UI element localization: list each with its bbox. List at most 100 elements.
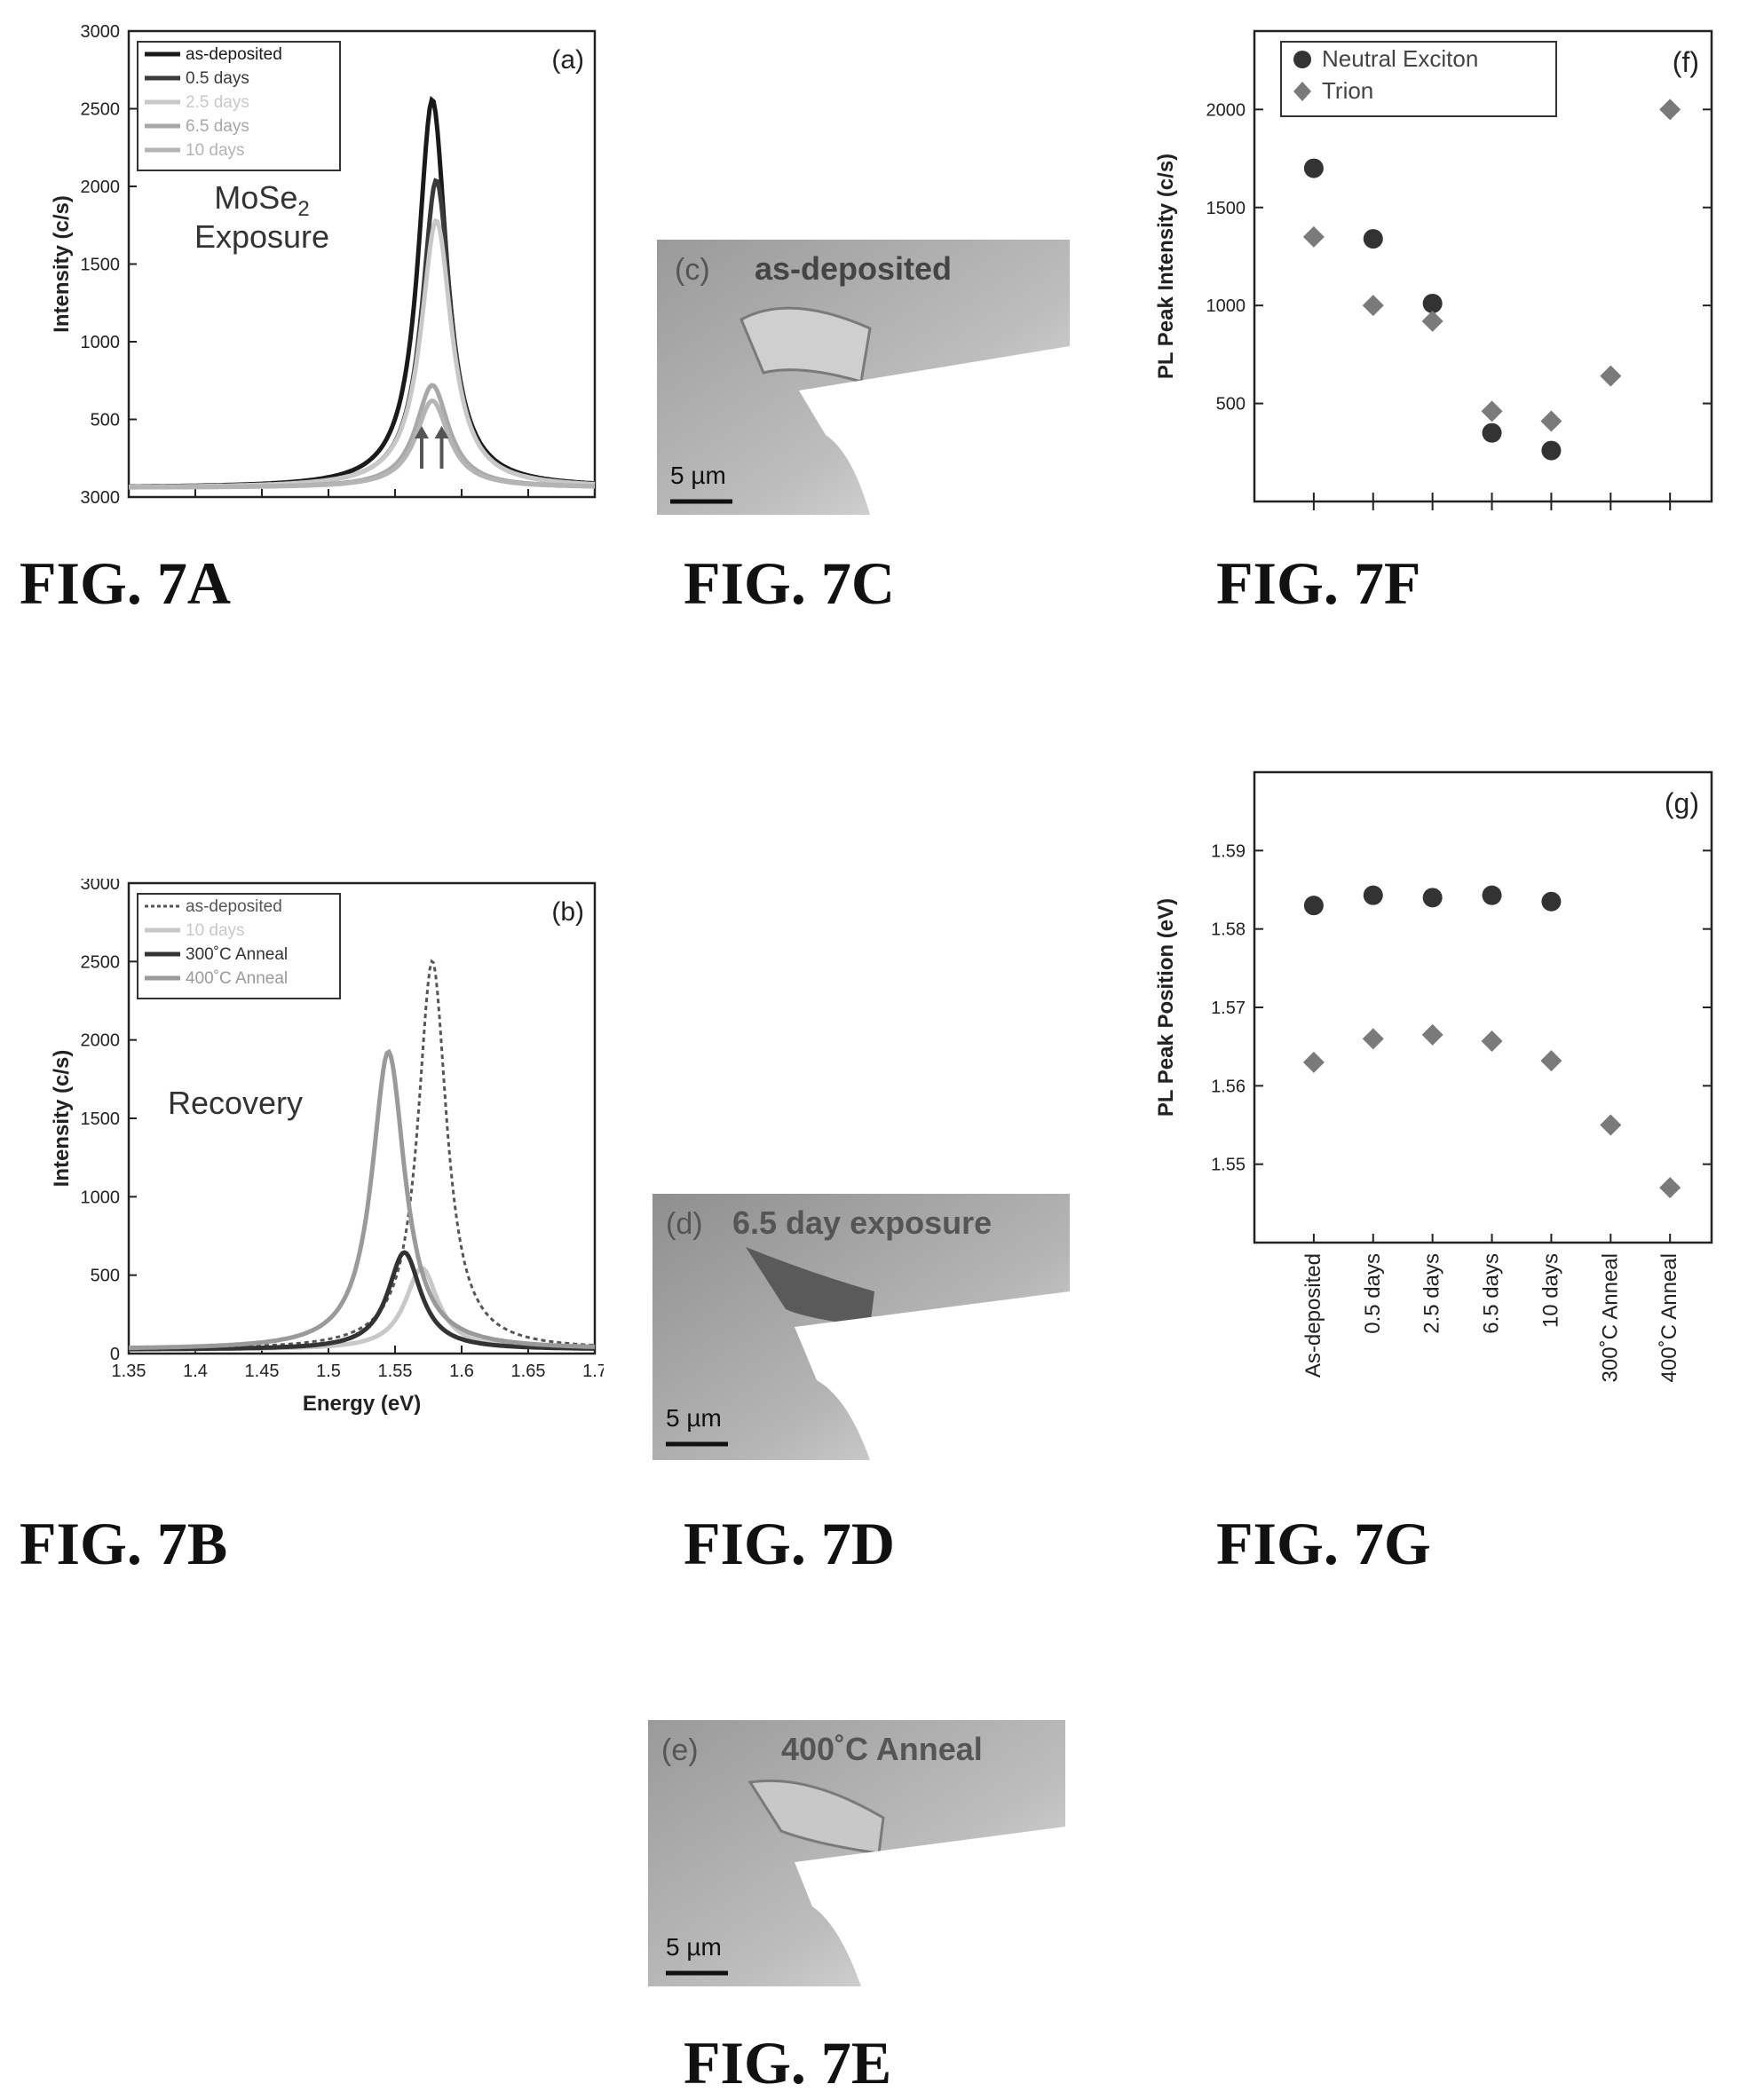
y-tick-label: 1000 bbox=[81, 1188, 121, 1207]
legend-label: Neutral Exciton bbox=[1322, 45, 1478, 72]
y-tick-label: 0 bbox=[110, 1345, 120, 1364]
y-tick-label: 3000 bbox=[81, 22, 121, 42]
y-tick-label: 500 bbox=[91, 411, 120, 430]
chart-f-svg: 500 1000 1500 2000 PL Peak Intensity (c/s) (f… bbox=[1154, 29, 1713, 510]
chart-a-svg: 3000 500 1000 1500 2000 2500 3000 Intensity (c/… bbox=[50, 22, 597, 508]
scale-bar-d-label: 5 µm bbox=[666, 1404, 722, 1432]
data-point-series-1 bbox=[1422, 888, 1443, 908]
panel-label: (b) bbox=[551, 897, 584, 927]
data-point-trion bbox=[1421, 310, 1443, 332]
chart-g-svg: 1.55 1.56 1.57 1.58 1.59 As-deposited 0.5 days… bbox=[1154, 770, 1713, 1382]
micrograph-c-image: (c) as-deposited 5 µm bbox=[657, 240, 1070, 515]
scale-bar-c-label: 5 µm bbox=[670, 462, 726, 489]
y-tick-label: 3000 bbox=[81, 488, 121, 508]
data-point-series-2 bbox=[1659, 1177, 1681, 1199]
data-point-series-2 bbox=[1540, 1050, 1562, 1072]
y-tick-label: 2000 bbox=[81, 178, 121, 197]
data-point-neutral-exciton bbox=[1363, 229, 1383, 249]
panel-label: (g) bbox=[1665, 787, 1699, 819]
data-point-trion bbox=[1600, 365, 1622, 387]
data-point-series-2 bbox=[1302, 1051, 1325, 1073]
micrograph-d: (d) 6.5 day exposure 5 µm bbox=[652, 1194, 1070, 1460]
data-point-series-2 bbox=[1362, 1028, 1384, 1050]
legend-box bbox=[137, 893, 341, 999]
x-tick-label: 300˚C Anneal bbox=[1598, 1253, 1622, 1382]
micrograph-c-title: as-deposited bbox=[755, 250, 952, 287]
plot-frame bbox=[1253, 770, 1713, 1244]
y-tick-label: 1.56 bbox=[1211, 1077, 1246, 1096]
figure-caption-7b: FIG. 7B bbox=[20, 1510, 228, 1577]
annotation-text: Exposure bbox=[194, 218, 329, 255]
y-tick-label: 1000 bbox=[1206, 296, 1246, 316]
y-tick-label: 1500 bbox=[81, 1109, 121, 1129]
micrograph-d-panel-label: (d) bbox=[666, 1207, 703, 1241]
legend-label: Trion bbox=[1322, 77, 1373, 104]
data-point-neutral-exciton bbox=[1303, 158, 1324, 178]
data-point-trion bbox=[1540, 410, 1562, 432]
chart-panel-b: 0 500 1000 1500 2000 2500 3000 1.35 1.4 1.45 1.5 1.… bbox=[18, 879, 604, 1447]
legend-label: as-deposited bbox=[186, 45, 282, 64]
micrograph-e-panel-label: (e) bbox=[661, 1733, 699, 1767]
legend-label: 10 days bbox=[186, 921, 245, 940]
plot-frame bbox=[1253, 29, 1713, 503]
y-tick-label: 2500 bbox=[81, 952, 121, 972]
x-tick-label: 2.5 days bbox=[1420, 1253, 1444, 1334]
legend-label: 2.5 days bbox=[186, 93, 249, 112]
x-tick-label: 1.6 bbox=[449, 1362, 474, 1381]
data-point-trion bbox=[1362, 295, 1384, 317]
x-tick-label: 1.35 bbox=[112, 1362, 146, 1381]
series-line-400-c-anneal bbox=[129, 1048, 596, 1351]
y-tick-label: 1.59 bbox=[1211, 841, 1246, 861]
y-tick-label: 2000 bbox=[81, 1031, 121, 1051]
data-point-trion bbox=[1659, 99, 1681, 121]
data-point-series-2 bbox=[1600, 1114, 1622, 1136]
figure-caption-7e: FIG. 7E bbox=[684, 2029, 892, 2096]
data-point-neutral-exciton bbox=[1541, 440, 1562, 461]
series-line-300-c-anneal bbox=[129, 1250, 595, 1352]
data-point-neutral-exciton bbox=[1422, 293, 1443, 313]
arrow-head bbox=[434, 426, 449, 438]
chart-panel-a: 3000 500 1000 1500 2000 2500 3000 Intensity (c/… bbox=[18, 22, 604, 519]
data-point-series-1 bbox=[1363, 885, 1383, 905]
x-tick-label: 1.5 bbox=[316, 1362, 341, 1381]
figure-caption-7a: FIG. 7A bbox=[20, 549, 231, 617]
x-tick-label: 1.45 bbox=[245, 1362, 280, 1381]
y-axis-label: Intensity (c/s) bbox=[50, 195, 74, 333]
figure-caption-7d: FIG. 7D bbox=[684, 1510, 895, 1577]
micrograph-d-image: (d) 6.5 day exposure 5 µm bbox=[652, 1194, 1070, 1460]
micrograph-d-title: 6.5 day exposure bbox=[732, 1204, 992, 1241]
data-point-series-2 bbox=[1421, 1023, 1443, 1046]
x-tick-label: 10 days bbox=[1538, 1253, 1562, 1328]
series-line-10-days bbox=[129, 398, 595, 490]
legend-label: 0.5 days bbox=[186, 69, 249, 88]
legend-label: 10 days bbox=[186, 141, 245, 160]
x-tick-label: As-deposited bbox=[1301, 1253, 1325, 1378]
x-tick-label: 1.65 bbox=[511, 1362, 546, 1381]
legend-marker bbox=[1293, 51, 1311, 68]
y-tick-label: 1500 bbox=[81, 256, 121, 275]
micrograph-e-image: (e) 400˚C Anneal 5 µm bbox=[648, 1720, 1065, 1986]
legend-label: 6.5 days bbox=[186, 117, 249, 136]
legend-box bbox=[1280, 41, 1557, 117]
y-tick-label: 2500 bbox=[81, 100, 121, 120]
y-tick-label: 1000 bbox=[81, 333, 121, 352]
y-axis-label: Intensity (c/s) bbox=[50, 1050, 74, 1188]
x-tick-label: 1.7 bbox=[582, 1362, 604, 1381]
chart-panel-g: 1.55 1.56 1.57 1.58 1.59 As-deposited 0.5 days… bbox=[1123, 763, 1727, 1456]
figure-caption-7f: FIG. 7F bbox=[1216, 549, 1421, 617]
data-point-trion bbox=[1302, 225, 1325, 248]
x-axis-label: Energy (eV) bbox=[303, 1392, 421, 1416]
arrow-head bbox=[415, 426, 429, 438]
y-tick-label: 2000 bbox=[1206, 100, 1246, 120]
data-point-series-2 bbox=[1481, 1030, 1503, 1052]
legend-marker bbox=[1293, 82, 1311, 101]
y-tick-label: 500 bbox=[1216, 395, 1246, 414]
x-tick-label: 400˚C Anneal bbox=[1657, 1253, 1681, 1382]
chart-b-svg: 0 500 1000 1500 2000 2500 3000 1.35 1.4 1.45 1.5 1.… bbox=[50, 879, 604, 1416]
data-point-series-1 bbox=[1303, 896, 1324, 916]
y-axis-label: PL Peak Intensity (c/s) bbox=[1154, 154, 1178, 379]
x-tick-label: 0.5 days bbox=[1361, 1253, 1385, 1334]
legend-label: 400˚C Anneal bbox=[186, 969, 288, 988]
annotation-text: MoSe2 bbox=[214, 179, 309, 221]
series-line-10-days bbox=[129, 1266, 596, 1352]
